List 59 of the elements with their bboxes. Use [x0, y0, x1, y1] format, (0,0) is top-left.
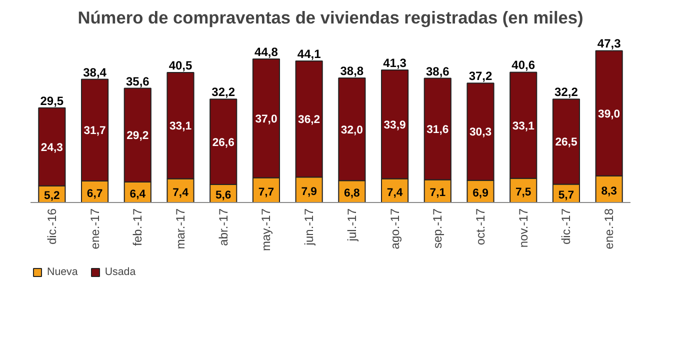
- x-tick-label: nov.-17: [516, 208, 530, 248]
- x-tick-label: abr.-17: [216, 208, 230, 246]
- total-label: 37,2: [468, 69, 493, 84]
- data-label: 7,4: [172, 186, 190, 199]
- total-label: 29,5: [40, 94, 64, 108]
- x-tick-label: jul.-17: [344, 208, 359, 242]
- total-label: 32,2: [554, 85, 578, 100]
- x-tick-label: dic.-17: [559, 208, 574, 245]
- data-label: 6,8: [344, 188, 360, 200]
- total-label: 41,3: [383, 56, 407, 70]
- data-label: 33,1: [512, 120, 534, 132]
- x-tick-label: sep.-17: [430, 208, 445, 249]
- data-label: 24,3: [40, 142, 63, 154]
- data-label: 26,6: [212, 136, 234, 149]
- data-label: 7,7: [258, 186, 274, 198]
- data-label: 32,0: [340, 124, 363, 136]
- data-label: 6,7: [86, 188, 103, 200]
- total-label: 38,4: [83, 65, 107, 80]
- x-tick-label: mar.-17: [174, 208, 188, 250]
- data-label: 33,9: [384, 119, 406, 132]
- x-tick-label: dic.-16: [44, 208, 59, 245]
- x-tick-label: jun.-17: [302, 208, 316, 246]
- total-label: 40,6: [512, 58, 536, 72]
- x-tick-label: oct.-17: [474, 208, 488, 246]
- data-label: 36,2: [298, 114, 320, 126]
- data-label: 5,6: [215, 189, 232, 202]
- data-label: 7,5: [515, 186, 532, 199]
- x-tick-label: may.-17: [259, 208, 274, 251]
- data-label: 37,0: [255, 113, 278, 126]
- legend-label: Usada: [104, 266, 136, 278]
- total-label: 38,6: [426, 64, 450, 78]
- data-label: 31,7: [84, 125, 106, 138]
- data-label: 5,7: [558, 189, 574, 202]
- data-label: 7,4: [386, 186, 404, 199]
- data-label: 31,6: [426, 124, 449, 136]
- total-label: 38,8: [340, 64, 364, 78]
- data-label: 39,0: [598, 108, 620, 120]
- data-label: 6,9: [472, 188, 488, 200]
- total-label: 47,3: [597, 36, 622, 51]
- chart-title: Número de compraventas de viviendas registradas (en miles): [78, 8, 584, 28]
- total-label: 40,5: [168, 58, 193, 73]
- x-tick-label: ene.-18: [602, 208, 616, 250]
- data-label: 26,5: [555, 136, 578, 149]
- x-tick-label: ago.-17: [388, 208, 402, 250]
- data-label: 30,3: [469, 126, 492, 139]
- data-label: 7,9: [301, 186, 317, 198]
- legend-label: Nueva: [47, 266, 78, 278]
- data-label: 7,1: [430, 187, 446, 200]
- data-label: 8,3: [601, 186, 617, 198]
- total-label: 35,6: [126, 74, 150, 88]
- data-label: 6,4: [130, 188, 146, 200]
- data-label: 29,2: [126, 130, 149, 142]
- x-tick-label: feb.-17: [130, 208, 145, 246]
- total-label: 44,8: [254, 45, 278, 60]
- x-tick-label: ene.-17: [88, 208, 102, 250]
- data-label: 5,2: [44, 190, 60, 202]
- total-label: 32,2: [212, 85, 236, 100]
- data-label: 33,1: [169, 120, 192, 133]
- total-label: 44,1: [297, 46, 322, 61]
